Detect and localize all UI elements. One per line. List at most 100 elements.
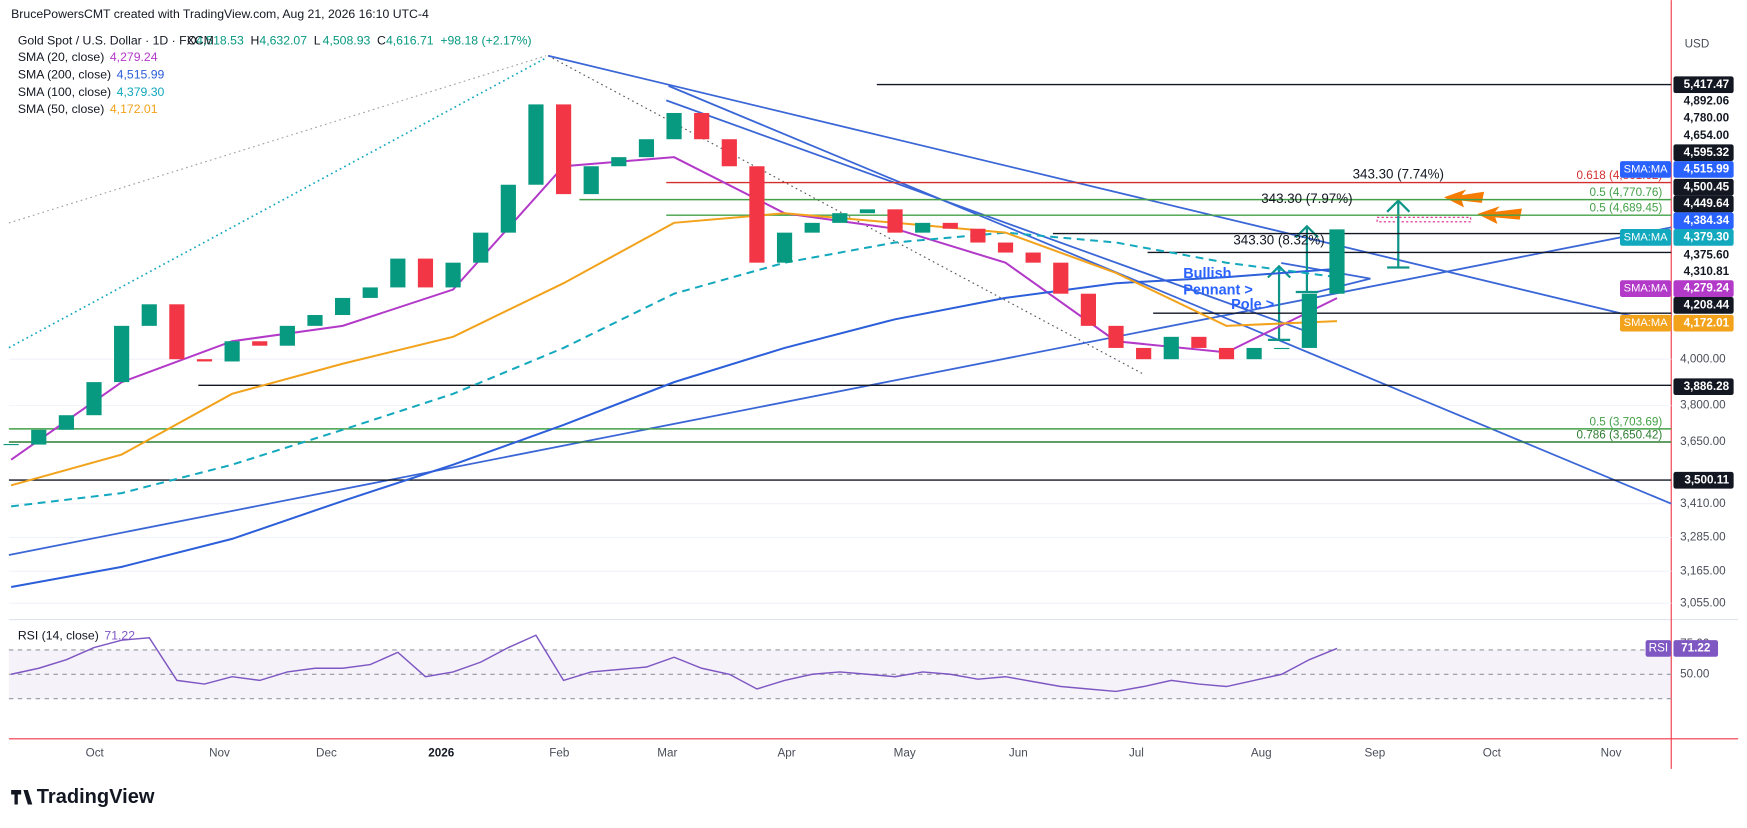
x-tick-label: Mar xyxy=(657,746,677,759)
candle xyxy=(721,139,737,167)
x-tick-label: 2026 xyxy=(428,746,455,759)
legend-name: SMA (100, close) xyxy=(18,85,111,99)
rsi-value: 71.22 xyxy=(104,629,135,643)
price-tag-label: 4,208.44 xyxy=(1684,298,1730,311)
candle xyxy=(1274,347,1290,350)
symbol: Gold Spot / U.S. Dollar · 1D · FXCM xyxy=(18,34,214,48)
annotation: 343.30 (7.74%) xyxy=(1353,167,1444,182)
legend-name: SMA (50, close) xyxy=(18,102,104,116)
ohlc-value: 4,518.53 xyxy=(196,34,244,48)
brand: TradingView xyxy=(37,786,155,808)
candle xyxy=(390,258,406,288)
candle xyxy=(776,232,793,263)
price-tag xyxy=(1673,161,1734,178)
y-tick-label: 3,650.00 xyxy=(1680,435,1726,448)
y-tick-label: 3,285.00 xyxy=(1680,531,1726,544)
annotation: 343.30 (8.32%) xyxy=(1233,232,1324,247)
candle xyxy=(141,304,157,326)
ma-tag-label: SMA:MA xyxy=(1624,283,1668,295)
candle xyxy=(970,228,986,243)
price-tag-label: 4,654.00 xyxy=(1684,129,1730,142)
candle xyxy=(1136,347,1152,360)
candle xyxy=(169,304,185,360)
candle xyxy=(1108,325,1124,348)
trend-line xyxy=(8,226,1672,556)
sma-line xyxy=(10,212,1338,487)
price-tag xyxy=(1673,314,1734,332)
plot: 4,000.00 3,800.00 3,650.00 3,410.00 3,285.00… xyxy=(3,34,1734,759)
price-tag-label: 3,500.11 xyxy=(1684,473,1729,486)
candle xyxy=(1191,336,1207,348)
price-tag-label: 4,279.24 xyxy=(1684,282,1730,295)
ohlc-value: 4,632.07 xyxy=(259,34,307,48)
price-tag-label: 4,172.01 xyxy=(1684,316,1730,329)
price-tag xyxy=(1673,178,1734,196)
legend-value: 4,279.24 xyxy=(110,50,158,64)
candle xyxy=(114,325,130,383)
candle xyxy=(307,315,323,326)
price-tag xyxy=(1673,195,1734,213)
level-label: 0.5 (4,770.76) xyxy=(1590,186,1663,199)
header: BrucePowersCMT created with TradingView.… xyxy=(11,7,429,21)
orange-arrow xyxy=(1443,189,1485,208)
candle xyxy=(1053,262,1069,294)
trend-line xyxy=(668,85,1672,505)
trend-line xyxy=(547,54,1672,327)
candle xyxy=(252,341,268,346)
annotation: 343.30 (7.97%) xyxy=(1261,191,1352,206)
candle xyxy=(1163,336,1179,360)
sma-line xyxy=(10,267,1338,589)
price-tag xyxy=(1673,229,1734,246)
x-tick-label: Dec xyxy=(316,746,337,759)
x-tick-label: May xyxy=(894,746,916,759)
y-tick-label: 3,055.00 xyxy=(1680,596,1726,609)
candle xyxy=(832,213,848,223)
candle xyxy=(3,444,19,446)
legend-value: 4,379.30 xyxy=(117,85,165,99)
x-tick-label: Jul xyxy=(1129,746,1144,759)
candle xyxy=(887,209,903,233)
price-tag xyxy=(1673,471,1734,489)
candle xyxy=(500,184,516,233)
dotted-trend xyxy=(8,55,547,224)
level-label: 0.5 (3,703.69) xyxy=(1590,415,1663,428)
price-tag xyxy=(1673,263,1734,281)
legend-name: SMA (200, close) xyxy=(18,68,111,82)
level-label: 0.5 (4,689.45) xyxy=(1590,202,1663,215)
candle xyxy=(1246,347,1262,360)
x-tick-label: Jun xyxy=(1009,746,1028,759)
candle xyxy=(859,209,876,214)
candle xyxy=(749,166,765,263)
price-tag xyxy=(1673,297,1734,314)
candle xyxy=(1329,229,1345,294)
candle xyxy=(638,139,655,158)
price-tag-label: 4,500.45 xyxy=(1684,180,1730,193)
y-tick-label: 4,000.00 xyxy=(1680,352,1726,365)
x-tick-label: Nov xyxy=(209,746,230,759)
candle xyxy=(58,415,74,430)
price-tag-label: 4,892.06 xyxy=(1684,95,1730,108)
ma-tag xyxy=(1619,280,1672,298)
price-tag xyxy=(1673,93,1734,110)
candle xyxy=(224,341,240,362)
ma-tag-label: SMA:MA xyxy=(1624,231,1668,243)
price-tag-label: 4,780.00 xyxy=(1684,111,1730,124)
price-tag xyxy=(1673,127,1734,145)
price-tag-label: 4,384.34 xyxy=(1684,214,1730,227)
candle xyxy=(997,242,1014,253)
x-tick-label: Feb xyxy=(549,746,570,759)
price-tag-label: 3,886.28 xyxy=(1684,380,1730,393)
price-tag-label: 4,449.64 xyxy=(1684,197,1730,210)
candle xyxy=(1218,347,1235,360)
candle xyxy=(445,262,461,288)
ohlc-value: 4,616.71 xyxy=(386,34,434,48)
logo-mark xyxy=(11,790,33,805)
rsi-value-tag-label: 71.22 xyxy=(1681,642,1711,655)
x-tick-label: Oct xyxy=(1483,746,1502,759)
legend-value: 4,515.99 xyxy=(117,68,165,82)
x-tick-label: Aug xyxy=(1251,746,1272,759)
price-tag xyxy=(1673,246,1734,264)
candle xyxy=(915,222,931,233)
